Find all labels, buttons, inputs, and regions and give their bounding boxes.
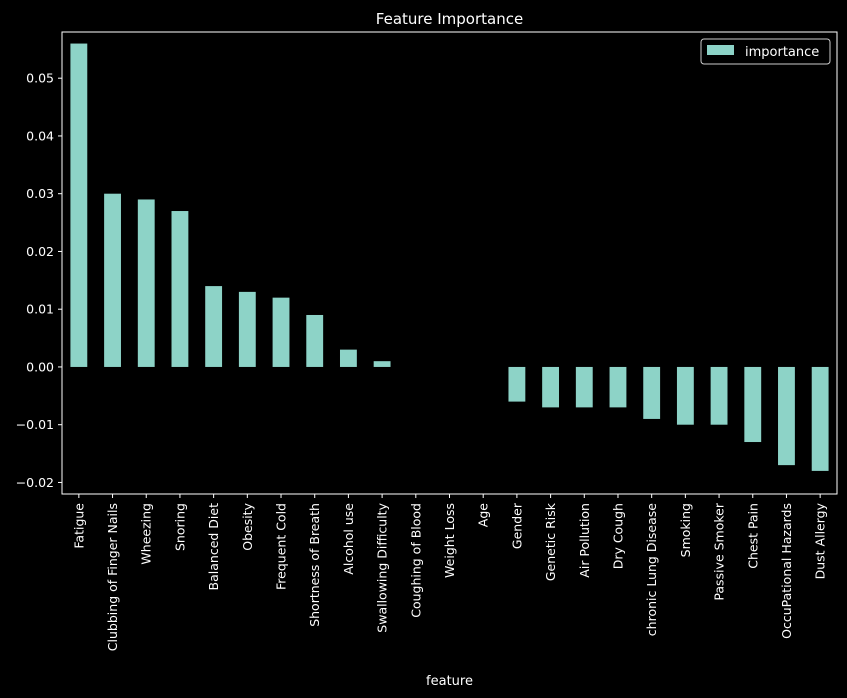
x-tick-label-5: Obesity [240,502,255,550]
bar-3 [171,211,189,367]
bar-13 [508,366,526,402]
x-tick-label-9: Swallowing Difficulty [375,502,390,632]
x-tick-label-11: Weight Loss [442,503,457,578]
bar-15 [575,366,593,408]
x-tick-label-18: Smoking [678,503,693,557]
y-tick-label-5: 0.03 [26,186,54,201]
bars-layer [70,43,829,471]
x-tick-label-17: chronic Lung Disease [644,503,659,637]
y-tick-label-1: −0.01 [16,417,54,432]
bar-4 [205,286,223,367]
x-tick-label-6: Frequent Cold [274,503,289,590]
x-tick-label-14: Genetic Risk [543,502,558,581]
x-tick-label-22: Dust Allergy [813,502,828,579]
y-tick-label-4: 0.02 [26,244,54,259]
x-tick-label-16: Dry Cough [610,503,625,569]
bar-2 [137,199,155,367]
bar-21 [778,366,795,466]
y-tick-label-7: 0.05 [26,71,54,86]
x-tick-label-10: Coughing of Blood [408,503,423,618]
y-tick-label-6: 0.04 [26,128,54,143]
legend: importance [700,38,831,65]
x-tick-label-4: Balanced Diet [206,503,221,591]
legend-label: importance [745,45,819,60]
x-tick-label-13: Gender [509,502,524,549]
bar-5 [238,291,256,367]
x-axis-label: feature [426,674,473,689]
chart-title: Feature Importance [376,10,523,28]
y-tick-label-2: 0.00 [26,359,54,374]
bar-8 [339,349,357,367]
x-tick-label-3: Snoring [172,503,187,551]
bar-14 [542,366,560,408]
bar-19 [710,366,728,425]
x-tick-label-2: Wheezing [139,503,154,565]
legend-swatch [707,45,734,55]
y-tick-label-0: −0.02 [16,475,54,490]
bar-22 [811,366,829,471]
bar-0 [70,43,88,367]
bar-7 [306,314,324,367]
x-tick-label-12: Age [476,503,491,527]
x-tick-label-15: Air Pollution [577,503,592,578]
x-tick-label-0: Fatigue [71,503,86,549]
bar-16 [609,366,627,408]
bar-1 [104,193,121,367]
x-tick-label-21: OccuPational Hazards [779,503,794,639]
x-tick-label-7: Shortness of Breath [307,503,322,627]
y-tick-label-3: 0.01 [26,302,54,317]
x-tick-label-1: Clubbing of Finger Nails [105,503,120,651]
x-tick-label-20: Chest Pain [745,503,760,569]
bar-20 [744,366,762,443]
x-tick-label-8: Alcohol use [341,503,356,575]
axes-layer: −0.02 −0.01 0.00 0.01 0.02 0.03 0.04 0.05 Fatigu… [16,31,838,651]
x-tick-label-19: Passive Smoker [712,502,727,600]
bar-18 [676,366,694,425]
bar-9 [373,361,391,367]
bar-6 [272,297,290,367]
bar-17 [643,366,661,419]
